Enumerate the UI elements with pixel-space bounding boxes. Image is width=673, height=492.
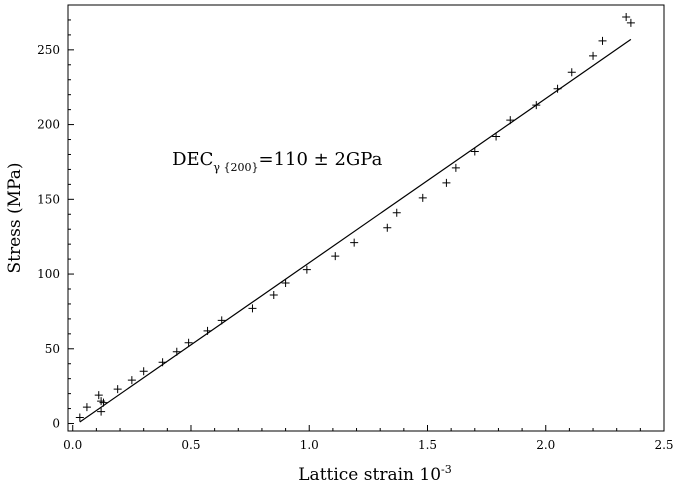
data-point (442, 178, 451, 187)
data-point (392, 208, 401, 217)
data-point (553, 84, 562, 93)
dec-annotation-main: DEC (172, 149, 213, 170)
data-point (172, 347, 181, 356)
x-axis-label: Lattice strain 10-3 (298, 463, 451, 485)
y-axis-ticks: 0 50 100 150 200 250 (37, 4, 74, 431)
data-point (203, 326, 212, 335)
data-point (451, 163, 460, 172)
x-axis-ticks: 0.0 0.5 1.0 1.5 2.0 2.5 (63, 425, 673, 452)
y-tick-label: 100 (37, 267, 60, 281)
x-tick-label: 1.5 (418, 438, 437, 452)
data-point (331, 252, 340, 261)
dec-annotation-subscript: γ {200} (213, 161, 258, 174)
x-tick-label: 0.5 (181, 438, 200, 452)
data-point (302, 265, 311, 274)
data-point (532, 101, 541, 110)
x-axis-label-text: Lattice strain 10 (298, 465, 441, 485)
data-point (622, 12, 631, 21)
y-tick-label: 0 (52, 417, 60, 431)
data-point (598, 36, 607, 45)
x-tick-label: 2.5 (654, 438, 673, 452)
x-axis-label-exponent: -3 (441, 463, 452, 476)
y-tick-label: 200 (37, 118, 60, 132)
data-point (470, 147, 479, 156)
y-tick-label: 50 (45, 342, 60, 356)
data-point (281, 279, 290, 288)
data-point (184, 338, 193, 347)
data-point (269, 290, 278, 299)
data-point (383, 223, 392, 232)
data-point (589, 51, 598, 60)
dec-annotation: DECγ {200}=110 ± 2GPa (172, 149, 383, 174)
data-point (127, 376, 136, 385)
data-point (248, 304, 257, 313)
dec-annotation-value: =110 ± 2GPa (258, 149, 382, 170)
x-tick-label: 0.0 (63, 438, 82, 452)
y-tick-label: 250 (37, 43, 60, 57)
data-point (567, 68, 576, 77)
data-point (158, 358, 167, 367)
data-point (626, 18, 635, 27)
y-tick-label: 150 (37, 192, 60, 206)
data-point (350, 238, 359, 247)
data-point (97, 407, 106, 416)
data-point (82, 403, 91, 412)
y-axis-label: Stress (MPa) (5, 163, 25, 274)
data-point (492, 132, 501, 141)
data-point (217, 316, 226, 325)
data-point (506, 116, 515, 125)
data-point (94, 391, 103, 400)
data-point (99, 398, 108, 407)
linear-fit-line (79, 38, 632, 423)
x-tick-label: 1.0 (300, 438, 319, 452)
data-point (75, 413, 84, 422)
plot-frame (67, 4, 665, 432)
data-point (113, 385, 122, 394)
data-point (418, 193, 427, 202)
data-points (75, 12, 635, 422)
data-point (139, 367, 148, 376)
x-tick-label: 2.0 (536, 438, 555, 452)
